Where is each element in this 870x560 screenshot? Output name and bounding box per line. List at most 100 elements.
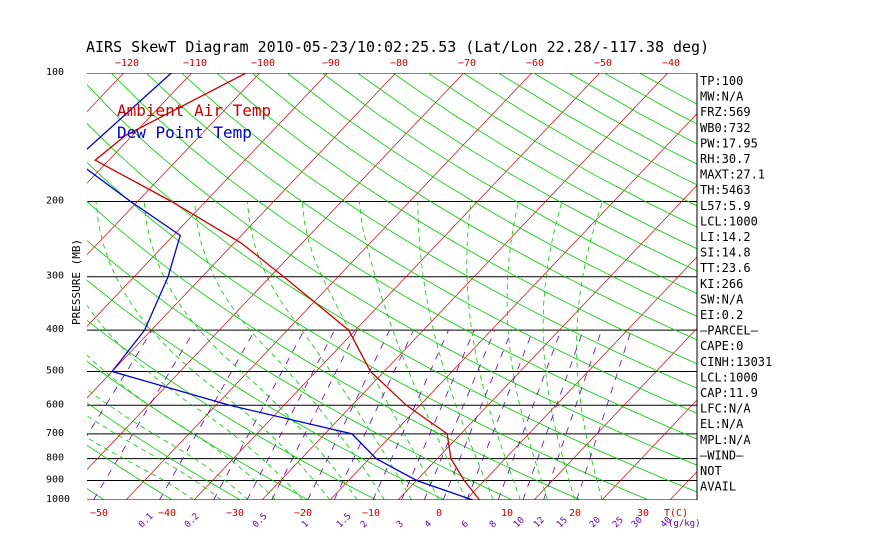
dew-point-trace <box>87 73 474 500</box>
pressure-tick-label: 300 <box>46 271 64 282</box>
isotherm <box>193 73 600 500</box>
mixing-ratio-line <box>576 329 632 500</box>
moist-adiabat <box>87 354 276 500</box>
dry-adiabat <box>87 444 173 500</box>
legend-dew-point-temp: Dew Point Temp <box>117 123 252 142</box>
dry-adiabat <box>110 73 697 440</box>
mixing-ratio-line <box>497 329 562 500</box>
bottom-temp-tick-label: 20 <box>569 508 581 519</box>
dry-adiabat <box>87 279 445 500</box>
pressure-tick-label: 100 <box>46 67 64 78</box>
side-label: CINH:13031 <box>700 355 772 369</box>
y-axis-label: PRESSURE (MB) <box>70 239 83 325</box>
side-label: LCL:1000 <box>700 370 758 384</box>
mixing-ratio-line <box>213 329 305 500</box>
dry-adiabat <box>87 84 697 466</box>
mixing-ratio-tick-label: 0.2 <box>183 512 202 531</box>
mixing-ratio-tick-label: 25 <box>611 515 626 530</box>
side-label: SW:N/A <box>700 292 744 306</box>
mixing-ratio-line <box>372 329 449 500</box>
side-label: RH:30.7 <box>700 152 751 166</box>
side-label: TH:5463 <box>700 183 751 197</box>
isotherm <box>397 184 697 500</box>
top-temp-tick-label: −70 <box>458 58 476 69</box>
mixing-ratio-line <box>522 329 584 500</box>
mixing-ratio-line <box>333 329 414 500</box>
bottom-temp-tick-label: −10 <box>362 508 380 519</box>
isotherm <box>601 399 697 500</box>
pressure-tick-label: 400 <box>46 324 64 335</box>
ambient-temp-trace <box>94 73 481 500</box>
side-label: –PARCEL– <box>700 324 759 338</box>
moist-adiabat <box>87 415 222 500</box>
mixing-ratio-line <box>442 329 513 500</box>
mixing-ratio-tick-label: 8 <box>488 519 499 530</box>
dry-adiabat <box>216 73 697 365</box>
side-label: MPL:N/A <box>700 433 751 447</box>
dry-adiabat <box>87 360 309 500</box>
pressure-tick-label: 200 <box>46 196 64 207</box>
bottom-temp-tick-label: 10 <box>501 508 513 519</box>
mixing-ratio-tick-label: 0.1 <box>137 512 156 531</box>
side-label: MAXT:27.1 <box>700 168 765 182</box>
isotherm <box>87 73 328 327</box>
top-temp-tick-label: −120 <box>115 58 139 69</box>
top-temp-tick-label: −110 <box>183 58 207 69</box>
bottom-temp-tick-label: −20 <box>294 508 312 519</box>
bottom-temp-tick-label: −50 <box>90 508 108 519</box>
chart-title: AIRS SkewT Diagram 2010-05-23/10:02:25.5… <box>86 38 709 56</box>
side-label: SI:14.8 <box>700 246 751 260</box>
pressure-tick-label: 1000 <box>46 494 70 505</box>
pressure-tick-label: 600 <box>46 399 64 410</box>
mixing-ratio-tick-label: 10 <box>512 515 527 530</box>
mixing-ratio-tick-label: 1 <box>300 519 311 530</box>
moist-adiabat <box>87 388 249 500</box>
top-temp-tick-label: −60 <box>526 58 544 69</box>
side-label: L57:5.9 <box>700 199 751 213</box>
moist-adiabat <box>95 201 331 500</box>
dry-adiabat <box>0 73 37 500</box>
side-label: TP:100 <box>700 74 743 88</box>
side-label: AVAIL <box>700 480 736 494</box>
dry-adiabat <box>87 319 377 500</box>
dry-adiabat <box>87 200 581 500</box>
side-label: TT:23.6 <box>700 261 751 275</box>
side-label: MW:N/A <box>700 90 744 104</box>
dry-adiabat <box>357 73 697 272</box>
moist-adiabat <box>87 304 304 500</box>
bottom-temp-tick-label: −30 <box>226 508 244 519</box>
side-label: CAPE:0 <box>700 339 743 353</box>
isotherm <box>533 327 697 500</box>
dry-adiabat <box>462 73 697 207</box>
dry-adiabat <box>145 73 697 414</box>
temp-unit-label: T(C) <box>664 508 688 519</box>
top-temp-tick-label: −40 <box>662 58 680 69</box>
legend: Ambient Air Temp Dew Point Temp <box>117 101 271 142</box>
mixing-ratio-tick-label: 12 <box>532 515 547 530</box>
moist-adiabat <box>466 201 521 500</box>
dry-adiabat <box>87 402 241 500</box>
mixing-ratio-tick-label: 6 <box>460 519 471 530</box>
moist-adiabat <box>542 201 576 500</box>
pressure-tick-label: 900 <box>46 474 64 485</box>
bottom-temp-tick-label: 0 <box>436 508 442 519</box>
isotherm <box>87 73 464 470</box>
isotherm <box>738 73 870 500</box>
mixing-ratio-line <box>401 329 475 500</box>
dry-adiabat <box>87 239 513 500</box>
pressure-tick-label: 500 <box>46 365 64 376</box>
isotherm <box>125 73 532 500</box>
moist-adiabat <box>246 201 412 500</box>
mixing-ratio-tick-label: 0.5 <box>251 512 270 531</box>
side-label: LCL:1000 <box>700 214 758 228</box>
mixing-ratio-tick-label: 20 <box>588 515 603 530</box>
side-label: NOT <box>700 464 722 478</box>
isotherm <box>329 113 697 500</box>
mixing-ratio-line <box>246 329 335 500</box>
mixing-ratio-tick-label: 1.5 <box>335 512 354 531</box>
mixing-ratio-line <box>543 329 602 500</box>
side-label: PW:17.95 <box>700 136 758 150</box>
mixing-ratio-tick-label: 2 <box>359 519 370 530</box>
mixing-ratio-line <box>466 329 534 500</box>
